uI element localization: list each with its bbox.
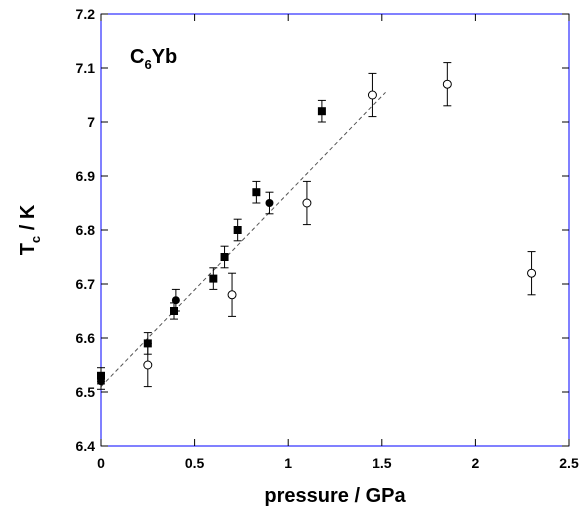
data-point-open-circle — [367, 90, 377, 100]
data-point-filled-circle — [97, 377, 105, 386]
x-tick-label: 1.5 — [372, 455, 392, 471]
y-tick-label: 6.8 — [76, 222, 96, 238]
data-point-square — [209, 274, 218, 283]
x-tick-label: 0 — [97, 455, 105, 471]
x-tick-label: 2 — [472, 455, 480, 471]
data-point-open-circle — [527, 268, 537, 278]
y-tick-label: 6.9 — [76, 168, 96, 184]
data-point-square — [252, 188, 261, 197]
data-point-filled-circle — [171, 296, 180, 305]
y-tick-label: 6.7 — [76, 276, 96, 292]
x-tick-label: 1 — [284, 455, 292, 471]
fit-line-group — [100, 91, 386, 387]
y-tick-label: 7.2 — [76, 6, 96, 22]
compound-label: C6Yb — [130, 46, 177, 72]
data-point-open-circle — [302, 198, 312, 208]
data-point-square — [220, 253, 229, 261]
y-tick-label: 6.5 — [76, 384, 96, 400]
x-tick-label: 2.5 — [559, 455, 579, 471]
y-axis-title: Tc / K — [17, 204, 43, 255]
data-point-open-circle — [143, 360, 153, 370]
y-tick-label: 6.4 — [76, 438, 96, 454]
data-point-filled-circle — [265, 199, 274, 207]
y-tick-label: 6.6 — [76, 330, 96, 346]
y-tick-label: 7.1 — [76, 60, 96, 76]
plot-frame — [100, 13, 570, 447]
y-tick-label: 7 — [87, 114, 95, 130]
data-point-square — [317, 107, 326, 116]
x-axis-title: pressure / GPa — [264, 485, 406, 507]
data-point-open-circle — [227, 290, 237, 300]
data-marks — [97, 62, 537, 390]
linear-fit-line — [100, 91, 386, 387]
x-tick-label: 0.5 — [185, 455, 205, 471]
ticks: 0 0.5 1 1.5 2 2.5 6.4 6.5 6.6 6.7 6.8 6.9 7 7.1 7.2 — [76, 6, 579, 471]
data-point-square — [233, 226, 242, 234]
data-point-open-circle — [442, 79, 452, 89]
